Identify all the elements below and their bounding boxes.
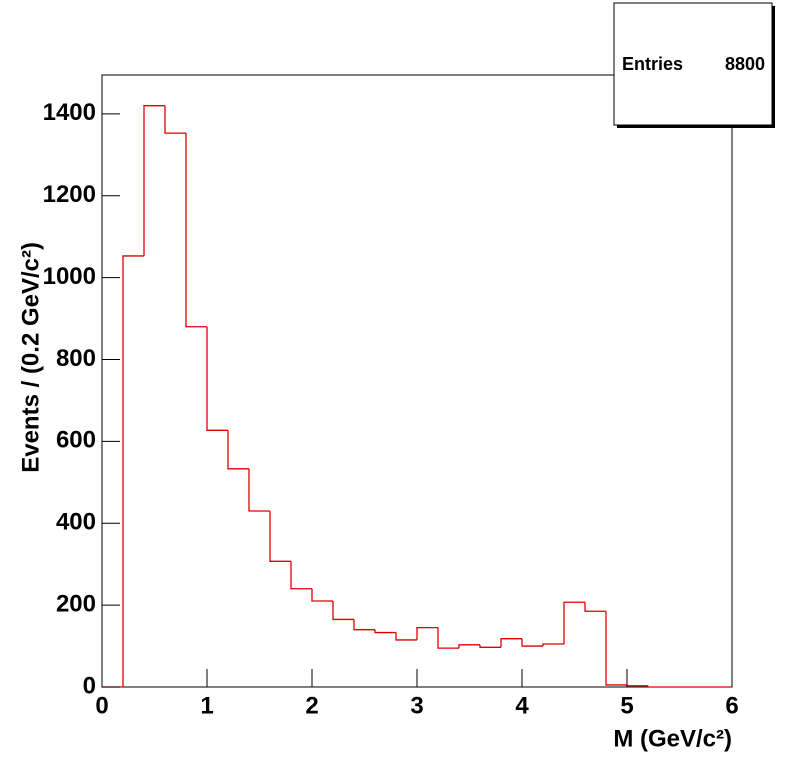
histogram-bin bbox=[206, 326, 228, 431]
x-tick-label: 0 bbox=[95, 692, 108, 719]
histogram-bin bbox=[374, 629, 396, 634]
histogram-bin bbox=[647, 685, 669, 688]
histogram-bin bbox=[269, 510, 291, 562]
y-tick-label: 1200 bbox=[43, 181, 96, 208]
y-tick-label: 200 bbox=[56, 590, 96, 617]
histogram-bin bbox=[500, 638, 522, 648]
histogram-bin bbox=[584, 602, 606, 612]
histogram-bin bbox=[353, 619, 375, 631]
x-tick-label: 6 bbox=[725, 692, 738, 719]
histogram-bin bbox=[458, 644, 480, 649]
histogram-bin bbox=[479, 644, 501, 648]
stats-box bbox=[613, 2, 773, 126]
y-tick-label: 1400 bbox=[43, 99, 96, 126]
x-tick-label: 3 bbox=[410, 692, 423, 719]
x-tick-label: 4 bbox=[515, 692, 529, 719]
y-axis-title: Events / (0.2 GeV/c²) bbox=[17, 242, 44, 473]
histogram-bin bbox=[416, 626, 438, 640]
histogram-bin bbox=[122, 255, 144, 687]
histogram-bin bbox=[227, 430, 249, 470]
y-tick-label: 1000 bbox=[43, 263, 96, 290]
histogram bbox=[102, 105, 732, 688]
histogram-bin bbox=[395, 632, 417, 641]
histogram-bin bbox=[248, 468, 270, 512]
plot-frame bbox=[101, 74, 733, 688]
histogram-bin bbox=[290, 561, 312, 590]
x-tick-label: 2 bbox=[305, 692, 318, 719]
y-tick-label: 600 bbox=[56, 427, 96, 454]
y-tick-label: 800 bbox=[56, 345, 96, 372]
histogram-bin bbox=[563, 601, 585, 645]
histogram-bin bbox=[311, 588, 333, 602]
histogram-bin bbox=[143, 105, 165, 256]
stats-label: Entries bbox=[622, 54, 683, 74]
histogram-bin bbox=[542, 643, 564, 647]
x-axis-title: M (GeV/c²) bbox=[613, 725, 732, 752]
histogram-bin bbox=[521, 638, 543, 647]
histogram-bin bbox=[437, 627, 459, 649]
x-tick-label: 5 bbox=[620, 692, 633, 719]
histogram-bin bbox=[605, 611, 627, 686]
stats-value: 8800 bbox=[725, 54, 765, 74]
x-tick-label: 1 bbox=[200, 692, 213, 719]
y-tick-label: 0 bbox=[83, 672, 96, 699]
histogram-bin bbox=[626, 684, 648, 687]
histogram-bin bbox=[332, 601, 354, 621]
y-tick-label: 400 bbox=[56, 509, 96, 536]
histogram-bin bbox=[185, 133, 207, 328]
histogram-bin bbox=[164, 105, 186, 134]
